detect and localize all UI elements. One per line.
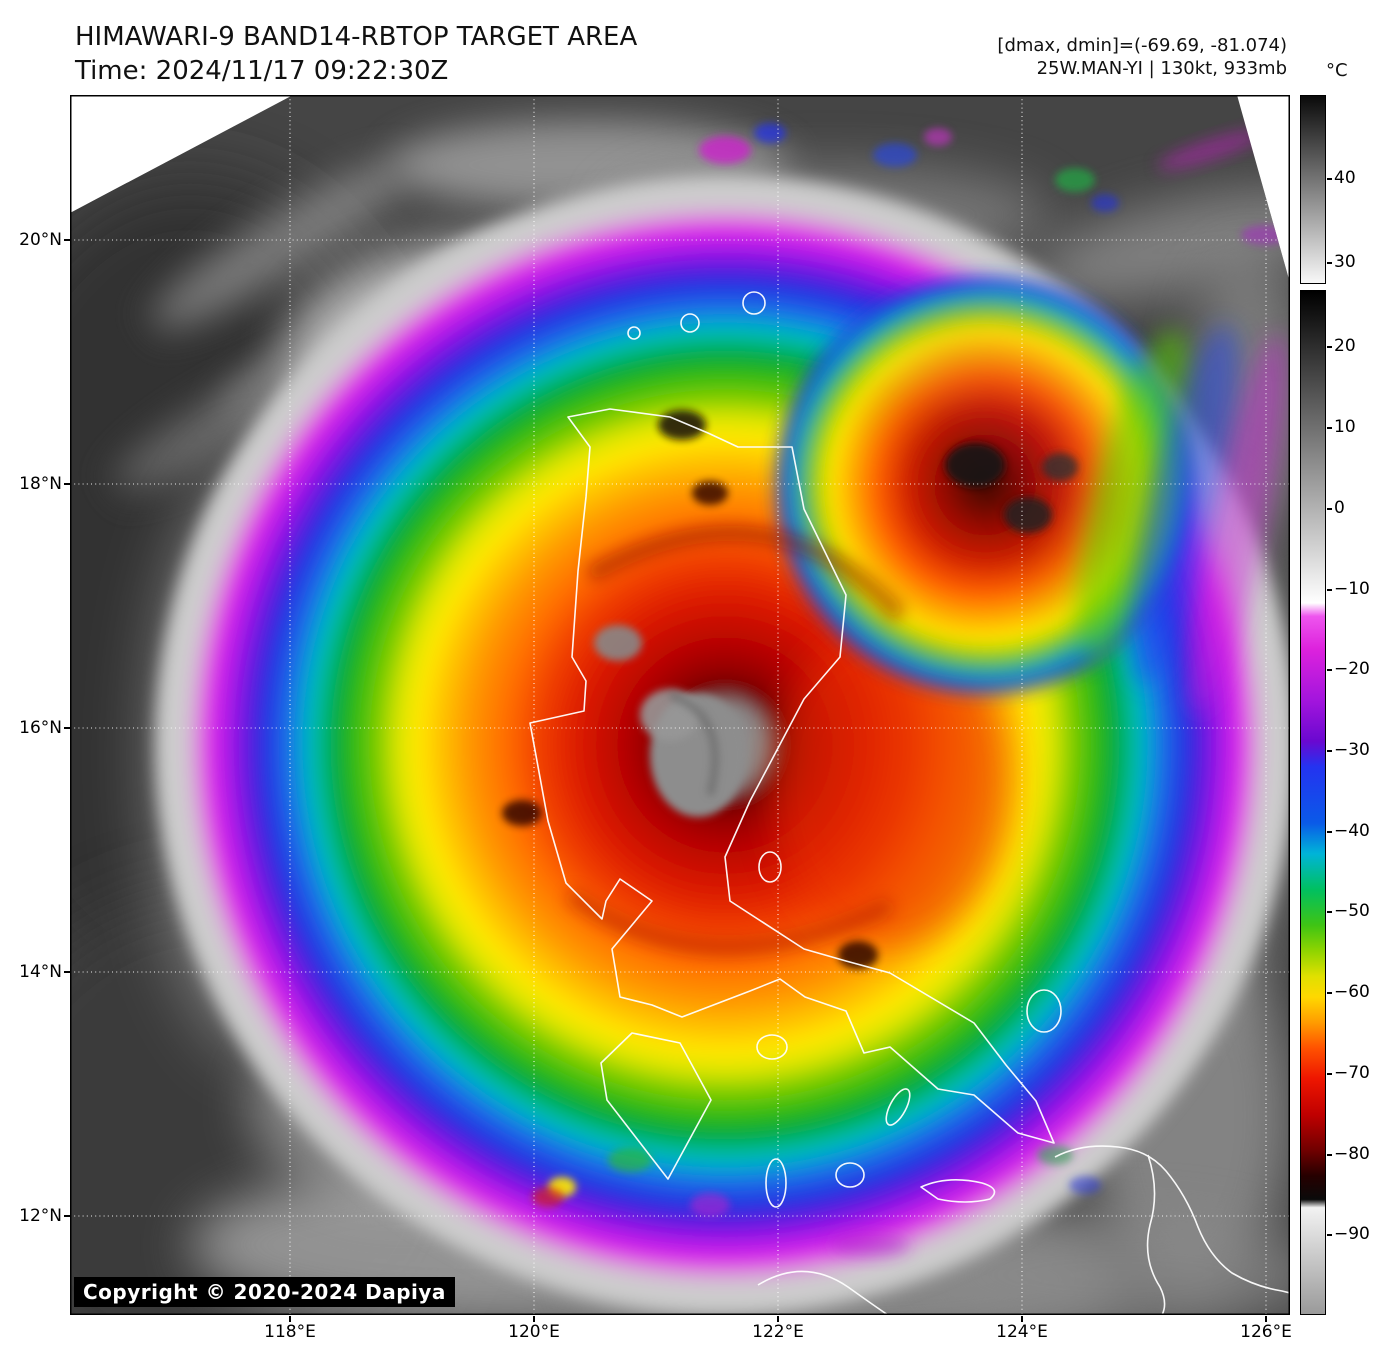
y-axis-tick xyxy=(64,239,70,241)
x-axis-tick xyxy=(1265,1316,1267,1322)
colorbar-tick xyxy=(1327,589,1332,591)
coastlines xyxy=(529,291,1290,1315)
colorbar-tick xyxy=(1327,262,1332,264)
colorbar-unit-label: °C xyxy=(1326,60,1348,81)
colorbar-tick xyxy=(1327,508,1332,510)
x-axis-tick xyxy=(533,1316,535,1322)
colorbar-tick xyxy=(1327,1154,1332,1156)
x-axis-tick xyxy=(777,1316,779,1322)
lat-label-12n: 12°N xyxy=(19,1206,62,1226)
colorbar-label-m10: −10 xyxy=(1334,579,1370,599)
colorbar-label-m50: −50 xyxy=(1334,901,1370,921)
lon-label-122e: 122°E xyxy=(752,1322,804,1342)
colorbar-main-segment xyxy=(1300,290,1326,1315)
header-right: [dmax, dmin]=(-69.69, -81.074) 25W.MAN-Y… xyxy=(997,34,1287,80)
lat-label-14n: 14°N xyxy=(19,962,62,982)
colorbar-label-0: 0 xyxy=(1334,498,1345,518)
colorbar-label-m40: −40 xyxy=(1334,821,1370,841)
colorbar-tick xyxy=(1327,427,1332,429)
x-axis-tick xyxy=(1021,1316,1023,1322)
lon-label-124e: 124°E xyxy=(996,1322,1048,1342)
colorbar-label-20: 20 xyxy=(1334,336,1356,356)
colorbar-label-m90: −90 xyxy=(1334,1224,1370,1244)
axes-frame xyxy=(70,95,1290,1315)
graticule xyxy=(70,95,1290,1315)
colorbar-label-30: 30 xyxy=(1334,252,1356,272)
colorbar-tick xyxy=(1327,1073,1332,1075)
cloud-imagery xyxy=(70,95,1290,1315)
lon-label-118e: 118°E xyxy=(264,1322,316,1342)
colorbar-label-m20: −20 xyxy=(1334,659,1370,679)
colorbar-tick xyxy=(1327,831,1332,833)
y-axis-tick xyxy=(64,483,70,485)
dmax-dmin-readout: [dmax, dmin]=(-69.69, -81.074) xyxy=(997,35,1287,56)
lat-label-16n: 16°N xyxy=(19,718,62,738)
product-time: Time: 2024/11/17 09:22:30Z xyxy=(75,56,449,86)
x-axis-tick xyxy=(289,1316,291,1322)
y-axis-tick xyxy=(64,1215,70,1217)
lat-label-20n: 20°N xyxy=(19,230,62,250)
colorbar-tick xyxy=(1327,178,1332,180)
y-axis-tick xyxy=(64,727,70,729)
lat-label-18n: 18°N xyxy=(19,474,62,494)
colorbar-tick xyxy=(1327,911,1332,913)
colorbar-tick xyxy=(1327,750,1332,752)
colorbar-label-m30: −30 xyxy=(1334,740,1370,760)
colorbar-tick xyxy=(1327,346,1332,348)
colorbar-label-m80: −80 xyxy=(1334,1144,1370,1164)
y-axis-tick xyxy=(64,971,70,973)
colorbar-tick xyxy=(1327,992,1332,994)
lon-label-120e: 120°E xyxy=(508,1322,560,1342)
colorbar-warm-segment xyxy=(1300,95,1326,284)
colorbar-tick xyxy=(1327,669,1332,671)
colorbar-label-40: 40 xyxy=(1334,168,1356,188)
colorbar-label-10: 10 xyxy=(1334,417,1356,437)
colorbar-label-m70: −70 xyxy=(1334,1063,1370,1083)
satellite-ir-image xyxy=(70,95,1290,1315)
copyright-label: Copyright © 2020-2024 Dapiya xyxy=(74,1277,455,1307)
colorbar-label-m60: −60 xyxy=(1334,982,1370,1002)
header: HIMAWARI-9 BAND14-RBTOP TARGET AREA Time… xyxy=(75,20,637,88)
colorbar-tick xyxy=(1327,1234,1332,1236)
satellite-map-area: Copyright © 2020-2024 Dapiya xyxy=(70,95,1290,1315)
product-title: HIMAWARI-9 BAND14-RBTOP TARGET AREA xyxy=(75,22,638,52)
storm-info: 25W.MAN-YI | 130kt, 933mb xyxy=(1036,58,1287,79)
lon-label-126e: 126°E xyxy=(1240,1322,1292,1342)
